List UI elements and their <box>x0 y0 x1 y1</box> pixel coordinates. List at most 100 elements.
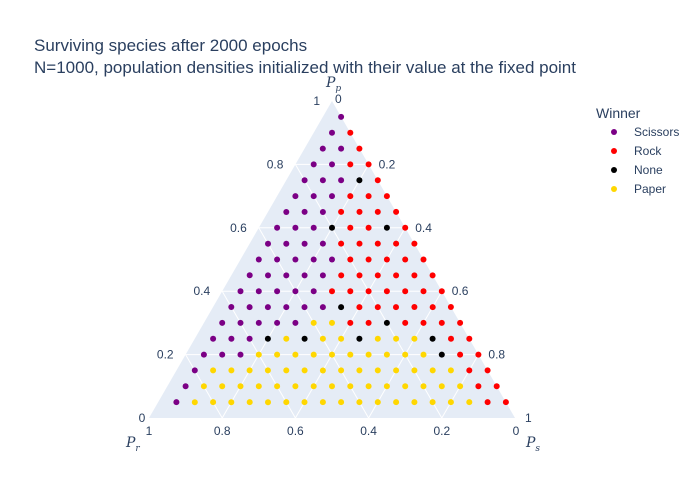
legend-title: Winner <box>596 105 641 121</box>
legend-label: Paper <box>634 182 666 196</box>
data-point-none <box>264 335 271 342</box>
data-point-rock <box>447 304 454 310</box>
data-point-paper <box>411 335 418 342</box>
data-point-rock <box>429 304 436 311</box>
data-point-paper <box>411 399 418 406</box>
data-point-paper <box>429 367 436 374</box>
data-point-paper <box>383 351 390 358</box>
data-point-scissors <box>283 272 290 279</box>
data-point-scissors <box>329 256 335 263</box>
data-point-none <box>429 335 436 342</box>
data-point-paper <box>393 367 400 374</box>
data-point-paper <box>365 383 372 390</box>
data-point-scissors <box>310 193 317 200</box>
data-point-rock <box>338 240 345 247</box>
legend-item-none: None <box>611 163 663 177</box>
tick-label-b: 0.4 <box>360 424 377 438</box>
data-point-none <box>329 224 335 231</box>
data-point-paper <box>347 383 354 390</box>
tick-label-a: 0.8 <box>267 157 284 171</box>
data-point-paper <box>356 367 363 374</box>
data-point-paper <box>237 383 244 390</box>
data-point-rock <box>356 208 363 215</box>
data-point-rock <box>383 193 390 200</box>
data-point-scissors <box>329 193 335 200</box>
data-point-rock <box>393 208 400 215</box>
data-point-rock <box>365 161 372 168</box>
data-point-rock <box>365 193 372 200</box>
data-point-paper <box>283 399 290 406</box>
data-point-rock <box>374 208 381 215</box>
data-point-scissors <box>319 145 326 152</box>
data-point-none <box>356 177 363 184</box>
data-point-rock <box>429 272 436 279</box>
tick-label-a: 0.4 <box>194 284 211 298</box>
tick-label-c-zero: 0 <box>335 92 342 106</box>
data-point-rock <box>374 240 381 247</box>
data-point-rock <box>420 319 427 326</box>
data-point-rock <box>484 399 491 406</box>
data-point-paper <box>365 351 372 358</box>
data-point-scissors <box>292 319 299 326</box>
data-point-paper <box>402 351 409 358</box>
data-point-paper <box>329 383 335 390</box>
data-point-paper <box>374 335 381 342</box>
legend-marker <box>611 148 617 154</box>
tick-label-b: 0.8 <box>214 424 231 438</box>
data-point-paper <box>246 399 253 406</box>
data-point-scissors <box>338 145 345 152</box>
data-point-scissors <box>219 319 226 326</box>
data-point-scissors <box>301 304 308 311</box>
tick-label-a: 1 <box>313 94 320 108</box>
data-point-paper <box>191 399 198 406</box>
data-point-paper <box>200 383 207 390</box>
data-point-paper <box>338 335 345 342</box>
data-point-rock <box>393 272 400 279</box>
legend-item-scissors: Scissors <box>611 125 679 139</box>
data-point-rock <box>411 304 418 310</box>
legend-marker <box>611 167 617 173</box>
data-point-scissors <box>301 177 308 184</box>
data-point-scissors <box>265 240 271 247</box>
data-point-paper <box>347 351 354 358</box>
data-point-paper <box>310 351 317 358</box>
data-point-rock <box>502 399 509 406</box>
data-point-scissors <box>301 208 308 215</box>
legend-label: Scissors <box>634 125 679 139</box>
data-point-scissors <box>301 240 308 247</box>
data-point-paper <box>301 399 308 406</box>
data-point-paper <box>420 351 427 358</box>
data-point-scissors <box>310 161 317 168</box>
data-point-rock <box>411 240 418 247</box>
data-point-rock <box>365 224 372 231</box>
data-point-scissors <box>329 161 335 168</box>
legend: Winner Scissors Rock None Paper <box>596 105 679 196</box>
data-point-scissors <box>319 209 326 215</box>
data-point-scissors <box>319 177 326 184</box>
data-point-rock <box>420 288 427 295</box>
data-point-paper <box>447 399 454 406</box>
data-point-scissors <box>246 304 253 311</box>
data-point-paper <box>329 351 335 358</box>
data-point-paper <box>338 367 345 374</box>
data-point-paper <box>438 383 445 390</box>
data-point-none <box>438 351 445 358</box>
data-point-rock <box>383 256 390 263</box>
tick-label-a: 0.2 <box>157 348 174 362</box>
data-point-rock <box>374 177 381 184</box>
data-point-scissors <box>191 367 198 374</box>
tick-label-c: 0.4 <box>415 221 432 235</box>
data-point-rock <box>466 335 473 342</box>
data-point-scissors <box>274 256 281 263</box>
data-point-paper <box>292 383 299 390</box>
data-point-scissors <box>301 272 308 279</box>
data-point-scissors <box>292 224 299 231</box>
data-point-rock <box>347 161 354 168</box>
data-point-rock <box>402 224 409 231</box>
data-point-rock <box>402 319 409 326</box>
data-point-rock <box>438 288 445 295</box>
data-point-scissors <box>310 288 317 295</box>
data-point-scissors <box>292 256 299 263</box>
data-point-paper <box>265 399 271 406</box>
data-point-paper <box>255 351 262 358</box>
